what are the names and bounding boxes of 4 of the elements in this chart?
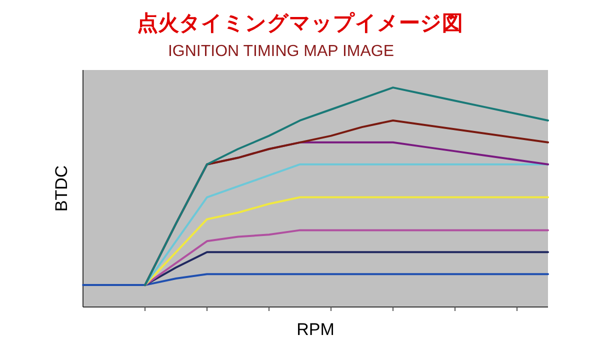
y-axis-title: BTDC	[52, 165, 71, 212]
x-axis-title: RPM	[296, 320, 334, 339]
chart-title: 点火タイミングマップイメージ図	[137, 11, 463, 35]
chart-subtitle: IGNITION TIMING MAP IMAGE	[168, 43, 394, 60]
